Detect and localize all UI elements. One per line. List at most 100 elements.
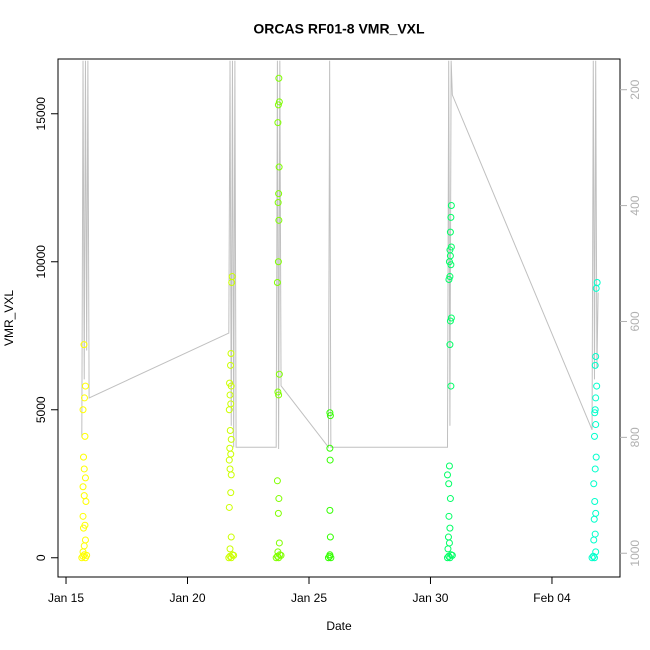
point [327,554,335,562]
point [590,536,598,544]
point [326,444,334,452]
point [592,509,600,517]
y2-tick-label: 200 [628,79,642,99]
point [591,465,599,473]
y2-tick-label: 800 [628,427,642,447]
y-tick-label: 5000 [34,396,48,423]
point [81,536,89,544]
point [447,314,455,322]
point [590,432,598,440]
point [590,480,598,488]
plot-frame [57,58,621,578]
point [590,515,598,523]
point [274,548,282,556]
point [83,551,91,559]
point [227,471,235,479]
x-tick-label: Jan 20 [169,591,205,605]
point [81,382,89,390]
point [274,101,282,109]
x-tick-label: Feb 04 [533,591,571,605]
point [591,530,599,538]
point [80,341,88,349]
point [445,462,453,470]
point [226,545,234,553]
point [445,276,453,284]
point [275,216,283,224]
point [226,379,234,387]
point [226,444,234,452]
point [447,382,455,390]
x-tick-label: Jan 25 [291,591,327,605]
point [80,394,88,402]
point [445,512,453,520]
point [443,471,451,479]
point [230,551,238,559]
point [275,370,283,378]
point [275,190,283,198]
point [275,539,283,547]
point [444,533,452,541]
point [326,533,334,541]
point [80,542,88,550]
point [593,382,601,390]
point [79,406,87,414]
point [227,450,235,458]
point [275,495,283,503]
point [274,199,282,207]
point [227,489,235,497]
point [447,213,455,221]
point [227,435,235,443]
point [274,258,282,266]
point [326,412,334,420]
y2-tick-label: 600 [628,311,642,331]
point [274,388,282,396]
point [82,498,90,506]
point [592,394,600,402]
point [226,465,234,473]
point [79,483,87,491]
point [275,163,283,171]
point [447,243,455,251]
point [591,406,599,414]
y-axis-label: VMR_VXL [2,290,16,346]
point [446,228,454,236]
x-tick-label: Jan 15 [48,591,84,605]
point [593,278,601,286]
point [445,539,453,547]
y-tick-label: 0 [34,554,48,561]
point [81,432,89,440]
point [274,509,282,517]
point [227,350,235,358]
point [275,74,283,82]
point [275,391,283,399]
point [588,554,596,562]
point [446,317,454,325]
y-tick-label: 15000 [34,97,48,131]
point [79,512,87,520]
point [446,524,454,532]
point [273,278,281,286]
point [226,426,234,434]
point [227,400,235,408]
point [592,548,600,556]
point [326,506,334,514]
point [592,421,600,429]
point [81,521,89,529]
point [591,409,599,417]
point [275,98,283,106]
y2-tick-label: 400 [628,195,642,215]
x-axis-label: Date [326,619,352,633]
pressure-line [81,60,599,449]
point [444,545,452,553]
point [448,551,456,559]
point [592,453,600,461]
y-tick-label: 10000 [34,245,48,279]
point [80,492,88,500]
point [225,503,233,511]
point [591,498,599,506]
point [326,409,334,417]
point [274,119,282,127]
point [81,474,89,482]
point [226,391,234,399]
